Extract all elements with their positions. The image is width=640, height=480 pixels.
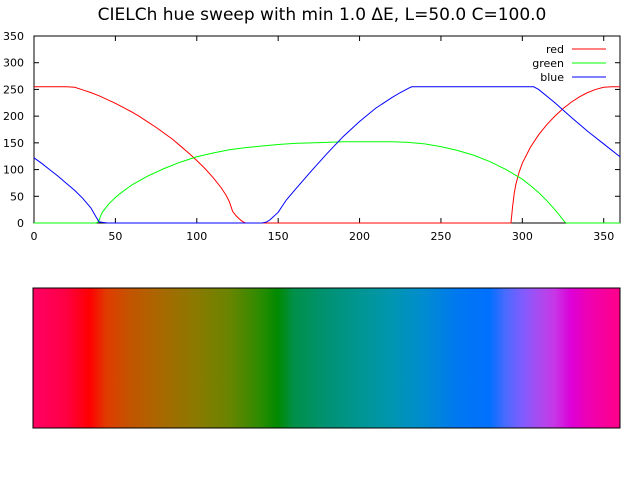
x-tick-label: 50 — [108, 230, 122, 243]
x-tick-label: 250 — [430, 230, 451, 243]
y-tick-label: 100 — [3, 164, 24, 177]
x-tick-label: 100 — [186, 230, 207, 243]
y-tick-label: 50 — [10, 190, 24, 203]
series-line-blue — [33, 86, 621, 224]
series-line-green — [34, 141, 620, 224]
y-tick-label: 250 — [3, 83, 24, 96]
y-tick-label: 200 — [3, 110, 24, 123]
line-chart: 0 50 100 150 200 250 300 350 0 50 100 150 200 250 300 3… — [3, 30, 621, 243]
x-tick-label: 300 — [512, 230, 533, 243]
x-tick-label: 150 — [268, 230, 289, 243]
x-tick-label: 0 — [31, 230, 38, 243]
legend-label-green: green — [532, 57, 564, 70]
hue-color-strip — [32, 287, 621, 429]
x-tick-label: 200 — [349, 230, 370, 243]
y-tick-label: 150 — [3, 137, 24, 150]
x-tick-label: 350 — [593, 230, 614, 243]
chart-title: CIELCh hue sweep with min 1.0 ΔE, L=50.0… — [98, 5, 547, 25]
legend-label-blue: blue — [540, 71, 564, 84]
legend-label-red: red — [546, 43, 564, 56]
y-tick-label: 350 — [3, 30, 24, 43]
strip-rect — [32, 287, 621, 429]
series-line-red — [34, 86, 620, 224]
y-tick-label: 0 — [17, 217, 24, 230]
y-tick-label: 300 — [3, 57, 24, 70]
